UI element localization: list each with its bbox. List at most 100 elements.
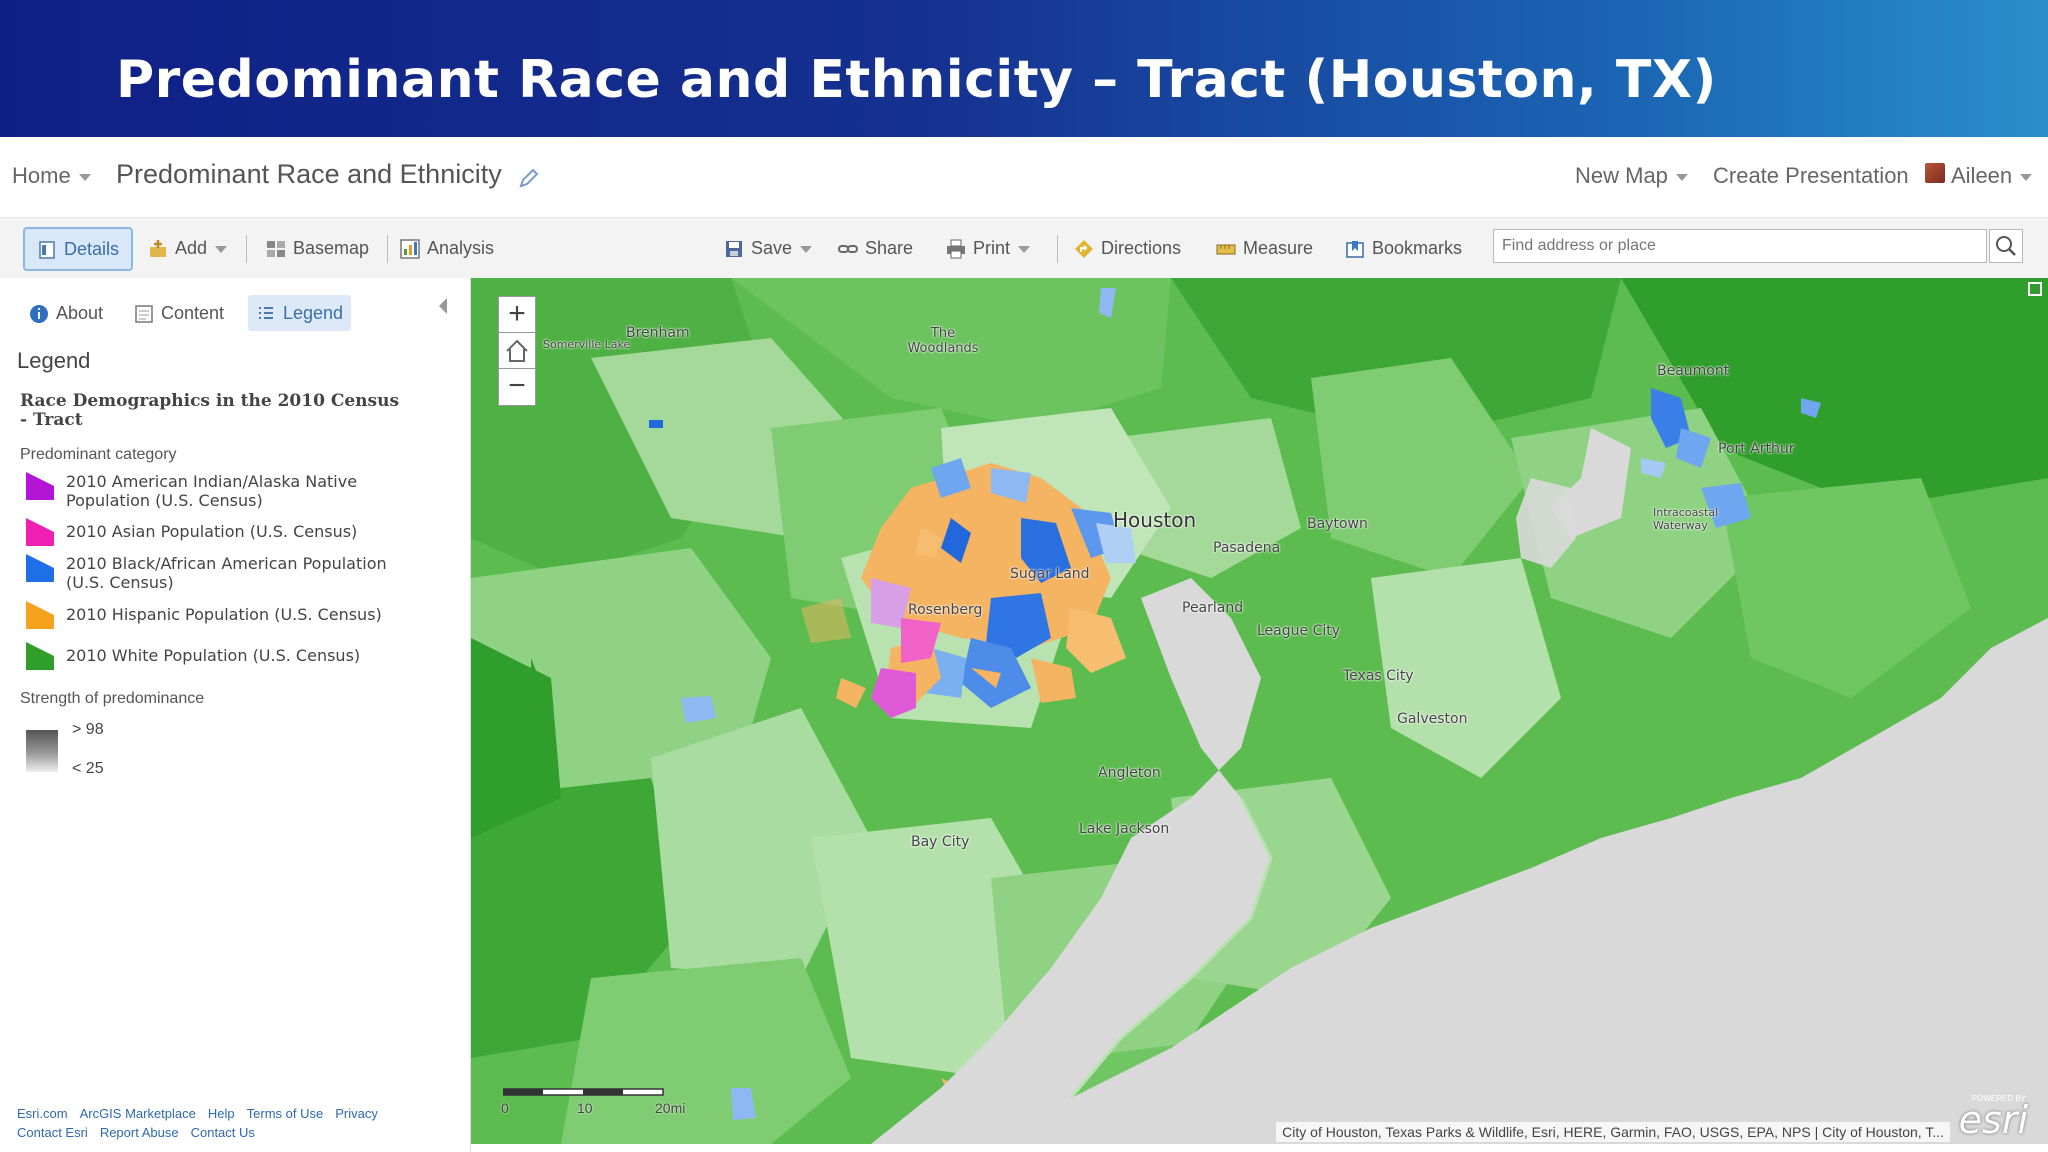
create-presentation-link[interactable]: Create Presentation <box>1713 163 1909 188</box>
chevron-down-icon <box>1018 245 1031 253</box>
info-icon <box>30 305 48 324</box>
legend-list-icon <box>259 307 273 320</box>
directions-button[interactable]: Directions <box>1074 234 1181 262</box>
details-button[interactable]: Details <box>23 227 134 271</box>
footer-link-contact-us[interactable]: Contact Us <box>190 1125 255 1140</box>
esri-wordmark: esri <box>1958 1098 2028 1142</box>
pencil-icon[interactable] <box>518 167 540 189</box>
basemap-button[interactable]: Basemap <box>266 234 369 262</box>
collapse-panel-icon[interactable] <box>439 298 447 314</box>
user-menu[interactable]: Aileen <box>1925 163 2033 189</box>
legend-item-label: 2010 Asian Population (U.S. Census) <box>66 522 358 541</box>
home-label: Home <box>12 163 71 188</box>
panel-footer: Esri.com ArcGIS Marketplace Help Terms of U… <box>17 1104 457 1142</box>
map-label: Galveston <box>1397 711 1468 727</box>
tab-legend-label: Legend <box>283 303 344 323</box>
chevron-down-icon <box>78 173 91 181</box>
content-icon <box>135 305 153 323</box>
footer-links-row1: Esri.com ArcGIS Marketplace Help Terms of U… <box>17 1104 457 1123</box>
footer-link-marketplace[interactable]: ArcGIS Marketplace <box>79 1106 196 1121</box>
legend-item-label: 2010 American Indian/Alaska Native Popul… <box>66 472 358 510</box>
bookmarks-label: Bookmarks <box>1372 238 1463 258</box>
map-label: Angleton <box>1098 765 1161 781</box>
home-extent-button[interactable] <box>498 332 536 370</box>
add-icon <box>150 240 166 258</box>
search-button[interactable] <box>1989 229 2023 263</box>
user-name: Aileen <box>1951 163 2013 188</box>
legend-swatch-icon <box>26 518 54 546</box>
add-button[interactable]: Add <box>148 234 228 262</box>
legend-item-label: 2010 Black/African American Population (… <box>66 554 387 592</box>
legend-item-label: 2010 White Population (U.S. Census) <box>66 646 361 665</box>
esri-logo: POWERED BY esri <box>1958 1094 2030 1142</box>
map-label: Beaumont <box>1657 363 1730 379</box>
map-label: Rosenberg <box>908 602 983 618</box>
powered-by-label: POWERED BY <box>1971 1094 2026 1103</box>
footer-link-terms[interactable]: Terms of Use <box>246 1106 324 1121</box>
share-link-icon <box>838 245 858 254</box>
chevron-down-icon <box>1675 173 1688 181</box>
search-input[interactable] <box>1493 229 1987 263</box>
home-icon <box>506 339 528 362</box>
map-label: Baytown <box>1307 516 1368 532</box>
strength-high-label: > 98 <box>72 721 104 738</box>
tab-about[interactable]: About <box>29 295 103 331</box>
measure-button[interactable]: Measure <box>1216 234 1313 262</box>
search-icon <box>1996 236 2016 256</box>
tab-legend[interactable]: Legend <box>248 295 352 331</box>
map-toolbar: Details Add Basemap Analysis Save Share … <box>0 217 2048 279</box>
new-map-menu[interactable]: New Map <box>1575 163 1688 189</box>
avatar <box>1925 163 1945 183</box>
map-label: Pasadena <box>1213 540 1281 556</box>
legend-item-label: 2010 Hispanic Population (U.S. Census) <box>66 605 382 624</box>
layer-title: Race Demographics in the 2010 Census - T… <box>20 391 400 430</box>
chevron-down-icon <box>2020 173 2033 181</box>
fullscreen-icon[interactable] <box>2028 282 2042 296</box>
chevron-down-icon <box>800 245 813 253</box>
map-view[interactable]: + − Somerville Lake Brenham The Woodland… <box>471 278 2048 1144</box>
print-button[interactable]: Print <box>946 234 1031 262</box>
save-icon <box>726 241 742 258</box>
footer-link-privacy[interactable]: Privacy <box>335 1106 378 1121</box>
zoom-in-button[interactable]: + <box>498 296 536 334</box>
category-heading: Predominant category <box>20 446 177 463</box>
zoom-out-button[interactable]: − <box>498 368 536 406</box>
map-title: Predominant Race and Ethnicity <box>116 159 502 189</box>
footer-link-esri[interactable]: Esri.com <box>17 1106 68 1121</box>
scale-label: 10 <box>577 1100 593 1116</box>
footer-link-help[interactable]: Help <box>207 1106 235 1121</box>
save-button[interactable]: Save <box>724 234 813 262</box>
footer-link-report-abuse[interactable]: Report Abuse <box>99 1125 179 1140</box>
share-button[interactable]: Share <box>838 234 913 262</box>
legend-swatch-icon <box>26 601 54 629</box>
basemap-icon <box>267 241 285 258</box>
map-label: Bay City <box>911 834 970 850</box>
bookmark-icon <box>1346 241 1364 258</box>
bookmarks-button[interactable]: Bookmarks <box>1345 234 1462 262</box>
map-label: Lake Jackson <box>1079 821 1170 837</box>
app-header: Home Predominant Race and Ethnicity New … <box>0 137 2048 217</box>
footer-links-row2: Contact Esri Report Abuse Contact Us <box>17 1123 457 1142</box>
print-label: Print <box>973 238 1011 258</box>
side-panel: About Content Legend Legend Race Demogra… <box>0 278 471 1152</box>
tab-content-label: Content <box>161 303 225 323</box>
toolbar-divider <box>246 235 247 263</box>
slide-title: Predominant Race and Ethnicity – Tract (… <box>116 50 1717 110</box>
tab-content[interactable]: Content <box>134 295 224 331</box>
map-label: League City <box>1257 623 1341 639</box>
save-label: Save <box>751 238 793 258</box>
map-label: Sugar Land <box>1010 566 1090 582</box>
slide-banner: Predominant Race and Ethnicity – Tract (… <box>0 0 2048 137</box>
home-menu[interactable]: Home <box>12 163 91 189</box>
footer-link-contact-esri[interactable]: Contact Esri <box>17 1125 88 1140</box>
legend-swatch-icon <box>26 472 54 500</box>
scale-bar <box>503 1088 664 1096</box>
new-map-label: New Map <box>1575 163 1668 188</box>
choropleth-map <box>471 278 2048 1144</box>
map-label: Port Arthur <box>1718 441 1795 457</box>
analysis-icon <box>400 239 420 259</box>
measure-label: Measure <box>1243 238 1314 258</box>
map-label: The Woodlands <box>907 326 979 356</box>
scale-label: 0 <box>501 1100 509 1116</box>
analysis-button[interactable]: Analysis <box>400 234 494 262</box>
